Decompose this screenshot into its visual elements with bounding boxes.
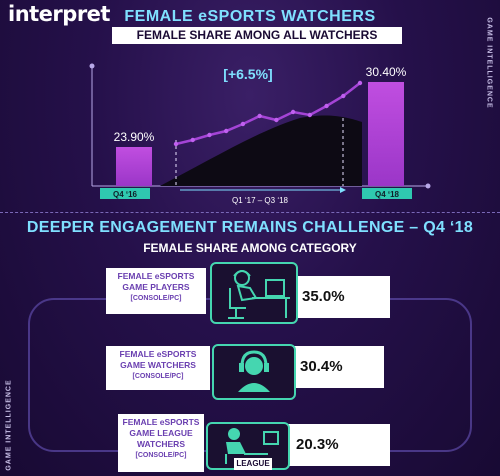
tick-box-q4-16 bbox=[100, 188, 150, 199]
trend-point bbox=[207, 132, 212, 138]
chart1-subtitle-box: FEMALE SHARE AMONG ALL WATCHERS bbox=[112, 27, 402, 44]
bar-q4-18 bbox=[368, 82, 404, 186]
trend-point bbox=[240, 121, 246, 127]
side-label-bottom: GAME INTELLIGENCE bbox=[5, 379, 13, 471]
trend-line bbox=[175, 82, 361, 146]
trend-point bbox=[324, 103, 329, 109]
trend-point bbox=[257, 113, 262, 119]
trend-point bbox=[223, 128, 229, 134]
growth-annotation: [+6.5%] bbox=[223, 66, 272, 82]
value-league: 20.3% bbox=[284, 424, 390, 466]
section2-title: DEEPER ENGAGEMENT REMAINS CHALLENGE – Q4… bbox=[26, 219, 474, 236]
league-caption: LEAGUE bbox=[234, 458, 272, 470]
trend-point bbox=[307, 112, 313, 118]
category-label-league: FEMALE eSPORTS GAME LEAGUE WATCHERS [CON… bbox=[118, 414, 204, 472]
trend-point bbox=[173, 141, 179, 147]
trend-point bbox=[190, 137, 195, 143]
axis-origin-dot bbox=[89, 63, 95, 69]
bar-q4-18-label: 30.40% bbox=[366, 65, 407, 79]
axis-end-dot bbox=[425, 183, 431, 189]
chart1-subtitle: FEMALE SHARE AMONG ALL WATCHERS bbox=[136, 28, 378, 42]
page-title: FEMALE eSPORTS WATCHERS bbox=[124, 8, 376, 25]
bar-q4-16 bbox=[116, 147, 152, 186]
tick-q4-18: Q4 ‘18 bbox=[375, 190, 400, 199]
gamer-at-desk-icon bbox=[210, 262, 298, 324]
range-label: Q1 ‘17 – Q3 ‘18 bbox=[232, 196, 289, 205]
value-players: 35.0% bbox=[290, 276, 390, 318]
trend-point bbox=[341, 93, 346, 99]
section2-subtitle: FEMALE SHARE AMONG CATEGORY bbox=[143, 241, 357, 255]
brand-logo: interpret bbox=[8, 2, 110, 26]
value-watchers: 30.4% bbox=[288, 346, 384, 388]
trend-point bbox=[274, 117, 279, 123]
tick-box-q4-18 bbox=[362, 188, 412, 199]
trend-chart: 23.90% 30.40% [+6.5%] Q4 ‘16 Q4 ‘18 Q1 ‘… bbox=[89, 63, 431, 205]
trend-area bbox=[160, 115, 362, 186]
trend-point bbox=[290, 109, 296, 115]
bar-q4-16-label: 23.90% bbox=[114, 130, 155, 144]
category-label-players: FEMALE eSPORTS GAME PLAYERS [CONSOLE/PC] bbox=[106, 268, 206, 314]
section-divider bbox=[0, 212, 500, 213]
range-arrow-head bbox=[340, 187, 346, 193]
headset-viewer-icon bbox=[212, 344, 296, 400]
category-label-watchers: FEMALE eSPORTS GAME WATCHERS [CONSOLE/PC… bbox=[106, 346, 210, 390]
tick-q4-16: Q4 ‘16 bbox=[113, 190, 138, 199]
trend-point bbox=[357, 80, 363, 86]
